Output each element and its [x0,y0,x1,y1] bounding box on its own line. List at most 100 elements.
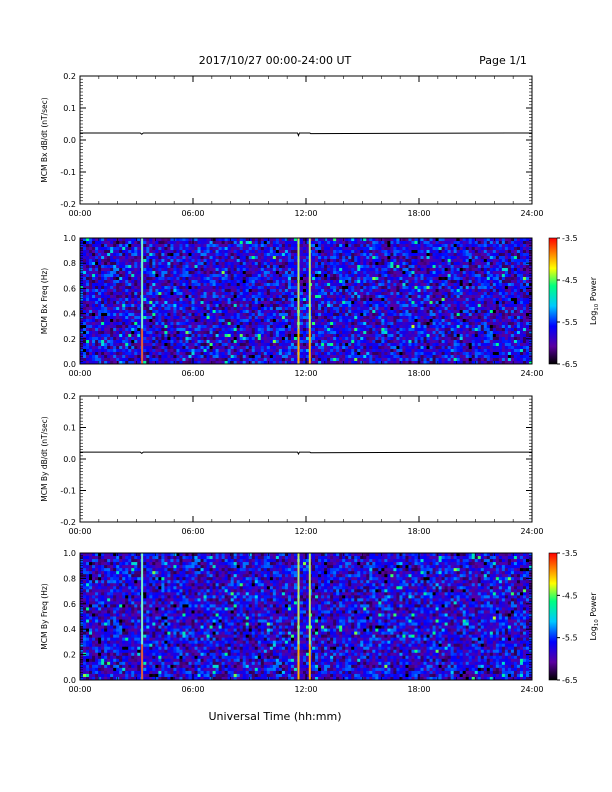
spectrogram-cell [203,247,208,251]
spectrogram-cell [483,253,488,257]
spectrogram-cell [284,256,289,260]
spectrogram-cell [122,307,126,311]
spectrogram-cell [522,307,527,311]
spectrogram-cell [528,247,533,251]
spectrogram-cell [230,268,235,272]
spectrogram-cell [257,241,262,245]
spectrogram-cell [405,313,409,317]
spectrogram-cell [134,322,138,326]
spectrogram-cell [155,322,159,326]
spectrogram-cell [197,289,202,293]
spectrogram-cell [221,247,226,251]
spectrogram-cell [324,277,328,281]
spectrogram-cell [275,322,280,326]
spectrogram-cell [221,274,226,278]
spectrogram-cell [333,325,337,329]
spectrogram-cell [429,268,434,272]
spectrogram-cell [137,328,141,332]
spectrogram-cell [176,244,180,248]
spectrogram-cell [417,295,421,299]
spectrogram-cell [131,295,135,299]
spectrogram-cell [366,292,370,296]
spectrogram-cell [447,238,452,242]
spectrogram-cell [471,265,476,269]
spectrogram-cell [465,244,470,248]
spectrogram-cell [519,325,524,329]
spectrogram-cell [299,301,304,305]
spectrogram-cell [287,265,292,269]
spectrogram-cell [143,316,147,320]
spectrogram-cell [507,316,512,320]
spectrogram-cell [384,307,388,311]
spectrogram-cell [444,328,449,332]
spectrogram-cell [402,301,406,305]
spectrogram-cell [80,310,84,314]
spectrogram-cell [339,295,343,299]
spectrogram-cell [182,271,186,275]
spectrogram-cell [357,280,361,284]
spectrogram-cell [179,265,183,269]
spectrogram-cell [191,271,195,275]
spectrogram-cell [266,247,271,251]
spectrogram-cell [260,322,265,326]
spectrogram-cell [501,250,506,254]
spectrogram-cell [381,283,385,287]
spectrogram-cell [318,322,322,326]
spectrogram-cell [119,250,123,254]
spectrogram-cell [528,328,533,332]
spectrogram-cell [471,268,476,272]
spectrogram-cell [435,274,440,278]
spectrogram-cell [330,268,334,272]
spectrogram-cell [191,319,195,323]
spectrogram-cell [492,259,497,263]
spectrogram-cell [299,265,304,269]
spectrogram-cell [236,271,241,275]
spectrogram-cell [333,241,337,245]
spectrogram-cell [396,271,400,275]
spectrogram-cell [330,325,334,329]
spectrogram-cell [242,271,247,275]
spectrogram-cell [164,304,168,308]
spectrogram-cell [254,265,259,269]
spectrogram-cell [336,277,340,281]
spectrogram-cell [92,238,96,242]
spectrogram-cell [465,268,470,272]
spectrogram-cell [327,307,331,311]
spectrogram-cell [423,280,428,284]
spectrogram-cell [263,301,268,305]
spectrogram-cell [164,295,168,299]
spectrogram-cell [95,274,99,278]
spectrogram-cell [519,322,524,326]
spectrogram-cell [95,328,99,332]
spectrogram-cell [122,280,126,284]
spectrogram-cell [239,259,244,263]
spectrogram-cell [354,283,358,287]
spectrogram-cell [194,256,199,260]
spectrogram-cell [251,295,256,299]
spectrogram-cell [98,307,102,311]
spectrogram-cell [302,310,307,314]
spectrogram-cell [137,319,141,323]
spectrogram-cell [113,319,117,323]
spectrogram-cell [164,316,168,320]
spectrogram-cell [489,310,494,314]
spectrogram-cell [390,241,394,245]
spectrogram-cell [378,259,382,263]
spectrogram-cell [369,277,373,281]
spectrogram-cell [348,286,352,290]
spectrogram-cell [417,307,421,311]
spectrogram-cell [158,283,162,287]
spectrogram-cell [122,265,126,269]
spectrogram-cell [131,298,135,302]
spectrogram-cell [429,319,434,323]
spectrogram-cell [137,253,141,257]
spectrogram-cell [477,253,482,257]
spectrogram-cell [131,280,135,284]
spectrogram-cell [348,289,352,293]
spectrogram-cell [522,259,527,263]
spectrogram-cell [281,274,286,278]
spectrogram-cell [375,328,379,332]
spectrogram-cell [278,331,283,335]
spectrogram-cell [98,313,102,317]
spectrogram-cell [498,286,503,290]
